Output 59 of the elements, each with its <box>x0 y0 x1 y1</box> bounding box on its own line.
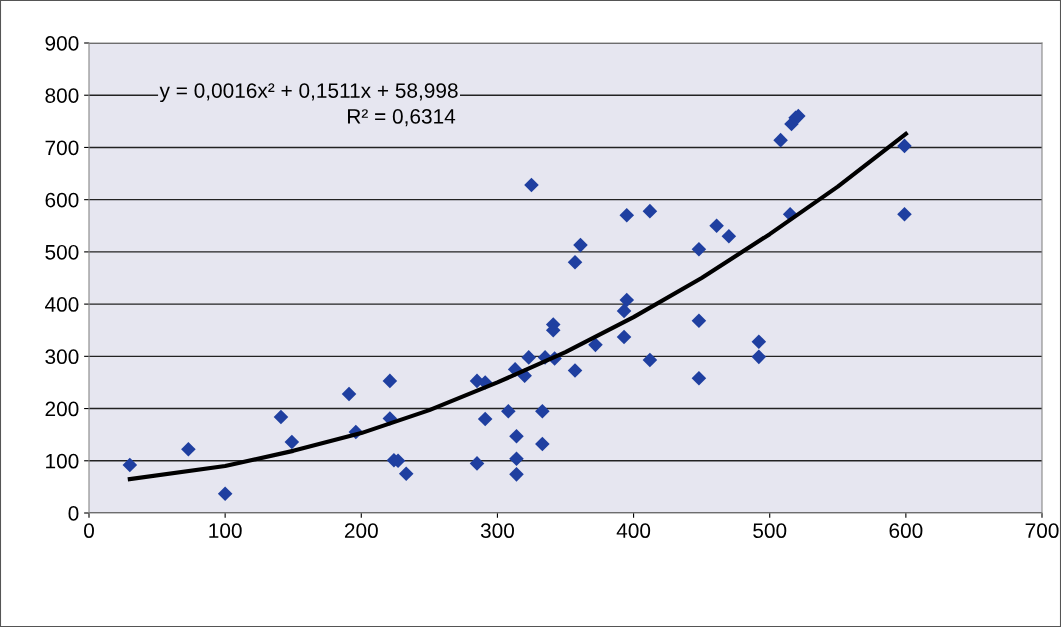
annotation: R² = 0,6314 <box>348 109 456 127</box>
annotation: y = 0,0016x² + 0,1511x + 58,998 <box>159 83 458 103</box>
point <box>521 350 537 365</box>
point <box>273 409 289 425</box>
point <box>691 370 707 386</box>
point <box>509 467 524 482</box>
x-tick-label: 300 <box>480 523 514 539</box>
x-tick-label: 100 <box>209 523 242 539</box>
point <box>751 334 767 349</box>
y-tick-label: 400 <box>45 297 79 312</box>
x-tick-label: 700 <box>1025 523 1059 539</box>
point <box>122 457 138 473</box>
point <box>469 456 485 471</box>
y-tick-label: 100 <box>46 453 79 469</box>
point <box>217 486 233 501</box>
point <box>341 386 357 402</box>
point <box>691 313 707 329</box>
point <box>642 203 658 219</box>
point <box>477 411 493 427</box>
y-tick-label: 700 <box>45 140 79 156</box>
point <box>709 218 724 234</box>
y-tick-label: 800 <box>45 88 79 103</box>
point <box>567 363 583 378</box>
point <box>573 237 588 253</box>
point <box>535 436 550 452</box>
y-tick-label: 900 <box>45 36 79 51</box>
point <box>616 329 632 345</box>
y-tick-label: 0 <box>68 506 79 521</box>
point <box>284 434 300 450</box>
point <box>524 177 539 193</box>
x-tick-label: 200 <box>344 523 378 539</box>
point <box>691 241 707 257</box>
x-tick-label: 0 <box>84 523 94 539</box>
point <box>588 337 603 353</box>
point <box>897 207 912 222</box>
line-series <box>127 131 908 482</box>
point <box>398 466 414 482</box>
point <box>501 403 516 419</box>
point <box>616 303 632 319</box>
point <box>619 292 635 308</box>
point <box>642 352 658 368</box>
x-tick-label: 500 <box>753 523 787 539</box>
point <box>181 442 196 457</box>
point <box>773 132 788 148</box>
y-tick-label: 500 <box>45 244 79 260</box>
point <box>619 208 635 223</box>
point <box>535 403 550 419</box>
y-tick-label: 300 <box>45 349 79 365</box>
point <box>751 349 767 365</box>
point <box>721 228 737 244</box>
point <box>509 451 524 466</box>
x-tick-label: 400 <box>616 523 651 539</box>
y-tick-label: 600 <box>45 192 79 208</box>
point <box>897 138 912 154</box>
point <box>567 255 583 270</box>
y-tick-label: 200 <box>45 401 79 417</box>
point <box>382 373 398 389</box>
point <box>509 428 524 444</box>
x-tick-label: 600 <box>889 523 923 539</box>
